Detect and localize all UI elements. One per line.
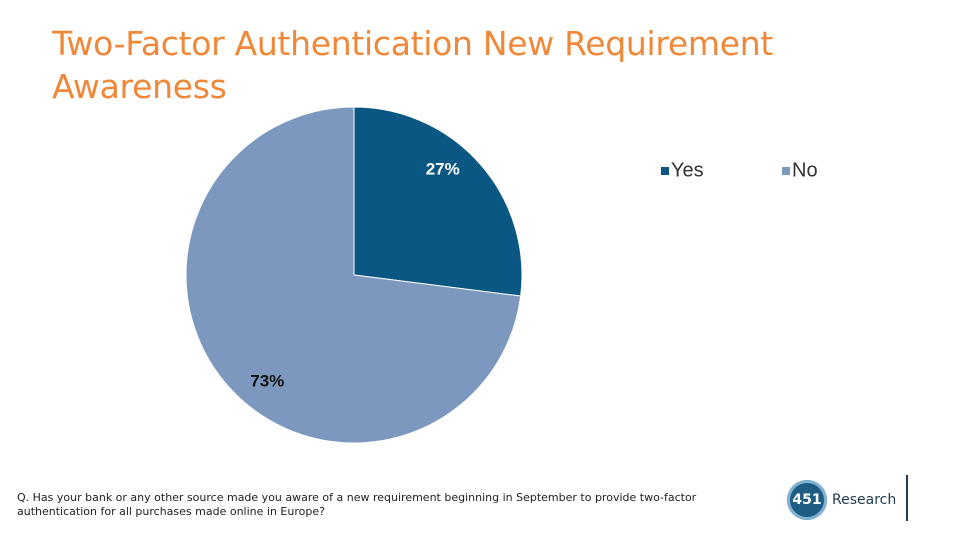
pie-slices	[185, 106, 523, 444]
legend-label-no: No	[792, 159, 818, 181]
logo-text: Research	[832, 492, 897, 508]
brand-divider	[906, 475, 908, 521]
logo-451-icon: 451	[787, 480, 827, 520]
legend-label-yes: Yes	[671, 159, 704, 181]
legend-item-yes: Yes	[661, 159, 704, 181]
slice-label-no: 73%	[250, 371, 284, 390]
chart-legend: Yes No	[661, 159, 818, 181]
brand-logo: 451 Research	[787, 478, 896, 522]
slice-label-yes: 27%	[426, 159, 460, 178]
survey-question-footnote: Q. Has your bank or any other source mad…	[17, 491, 697, 518]
pie-slice-no	[185, 106, 522, 444]
legend-swatch-yes	[661, 167, 669, 175]
pie-slice-yes	[353, 106, 523, 297]
pie-slice-labels: 27% 73%	[250, 159, 459, 390]
legend-item-no: No	[782, 159, 818, 181]
legend-swatch-no	[782, 167, 790, 175]
slide-title: Two-Factor Authentication New Requiremen…	[52, 24, 774, 106]
